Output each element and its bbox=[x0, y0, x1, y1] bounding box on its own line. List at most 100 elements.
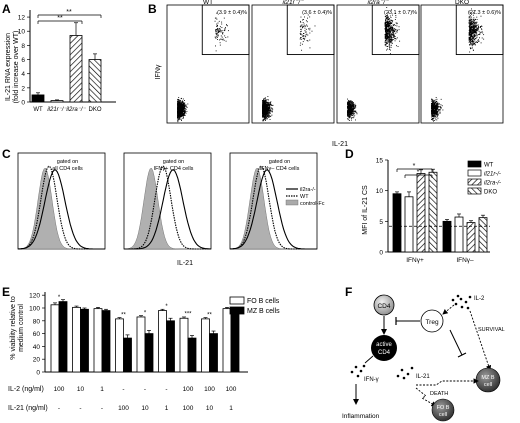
flow-event bbox=[483, 38, 485, 40]
flow-event bbox=[433, 108, 435, 110]
flow-event bbox=[185, 110, 186, 112]
flow-event bbox=[393, 31, 395, 32]
flow-event bbox=[477, 28, 479, 30]
flow-event bbox=[180, 106, 181, 108]
flow-event bbox=[348, 109, 350, 111]
flow-event bbox=[181, 103, 183, 105]
flow-event bbox=[219, 30, 221, 32]
flow-event bbox=[269, 109, 270, 111]
flow-event bbox=[181, 106, 183, 108]
panel-e-row1-label: IL-2 (ng/ml) bbox=[8, 386, 44, 393]
flow-event bbox=[262, 103, 263, 105]
flow-event bbox=[389, 37, 391, 39]
flow-event bbox=[264, 113, 265, 115]
flow-event bbox=[265, 113, 267, 115]
flow-event bbox=[388, 38, 390, 40]
flow-event bbox=[262, 109, 264, 111]
flow-event bbox=[268, 115, 269, 117]
flow-event bbox=[468, 16, 470, 18]
panel-d-xtick-label: IFNγ– bbox=[456, 257, 474, 264]
flow-event bbox=[348, 102, 350, 104]
flow-event bbox=[180, 113, 182, 114]
flow-event bbox=[388, 26, 390, 28]
flow-event bbox=[180, 109, 182, 111]
flow-event bbox=[386, 34, 388, 36]
flow-event bbox=[390, 38, 392, 40]
flow-event bbox=[439, 112, 441, 114]
flow-event bbox=[266, 104, 268, 106]
flow-event bbox=[476, 21, 478, 23]
panel-e-sig: * bbox=[165, 304, 168, 310]
panel-e-legend-label: FO B cells bbox=[247, 298, 280, 305]
flow-event bbox=[388, 45, 390, 47]
flow-event bbox=[477, 39, 479, 41]
flow-event bbox=[474, 27, 476, 29]
flow-event bbox=[431, 115, 433, 117]
flow-event bbox=[435, 116, 437, 118]
flow-event bbox=[388, 35, 390, 36]
flow-event bbox=[392, 36, 394, 38]
flow-event bbox=[386, 42, 388, 44]
flow-event bbox=[179, 111, 181, 113]
flow-event bbox=[263, 116, 265, 118]
flow-event bbox=[215, 30, 217, 32]
flow-event bbox=[384, 28, 386, 30]
flow-event bbox=[473, 24, 475, 26]
panel-c-gate-line2: all CD4 cells bbox=[52, 166, 83, 172]
flow-event bbox=[393, 24, 395, 25]
flow-event bbox=[180, 105, 182, 107]
flow-event bbox=[396, 29, 398, 31]
flow-event bbox=[217, 22, 219, 24]
flow-event bbox=[352, 117, 354, 119]
flow-event bbox=[469, 18, 471, 20]
flow-event bbox=[267, 103, 269, 105]
flow-event bbox=[355, 105, 357, 107]
flow-event bbox=[182, 107, 184, 109]
flow-event bbox=[385, 41, 387, 43]
flow-event bbox=[215, 30, 217, 32]
flow-event bbox=[386, 32, 387, 34]
flow-event bbox=[435, 104, 437, 106]
flow-event bbox=[263, 113, 265, 115]
flow-event bbox=[468, 38, 470, 40]
flow-event bbox=[181, 111, 183, 113]
flow-event bbox=[179, 110, 181, 112]
flow-event bbox=[474, 25, 476, 27]
panel-e-row1-value: 100 bbox=[226, 386, 237, 393]
flow-event bbox=[268, 111, 270, 113]
panel-e-sig: * bbox=[144, 310, 147, 316]
flow-event bbox=[352, 112, 353, 114]
panel-letter-f: F bbox=[345, 285, 352, 299]
panel-e-row1-value: 10 bbox=[77, 386, 85, 393]
flow-event bbox=[349, 100, 351, 102]
flow-event bbox=[349, 101, 351, 103]
flow-event bbox=[388, 49, 390, 50]
flow-event bbox=[350, 110, 352, 112]
flow-event bbox=[433, 108, 435, 110]
panel-e-ytick-label: 0 bbox=[36, 370, 40, 377]
flow-event bbox=[386, 36, 388, 38]
flow-event bbox=[393, 38, 395, 40]
flow-event bbox=[434, 116, 436, 118]
flow-event bbox=[269, 104, 271, 106]
flow-event bbox=[309, 29, 311, 31]
flow-event bbox=[474, 31, 476, 33]
flow-event bbox=[264, 108, 265, 110]
flow-event bbox=[218, 30, 220, 32]
il2-label: IL-2 bbox=[474, 296, 485, 302]
flow-event bbox=[385, 31, 387, 33]
flow-event bbox=[306, 33, 308, 35]
flow-event bbox=[268, 105, 270, 107]
flow-event bbox=[266, 116, 267, 118]
flow-event bbox=[350, 103, 352, 105]
flow-event bbox=[391, 39, 393, 41]
flow-event bbox=[217, 30, 219, 32]
flow-event bbox=[302, 27, 304, 28]
flow-event bbox=[267, 103, 269, 105]
flow-event bbox=[384, 42, 386, 44]
flow-event bbox=[388, 33, 390, 35]
flow-event bbox=[471, 24, 473, 25]
flow-event bbox=[472, 25, 474, 27]
flow-event bbox=[268, 110, 270, 112]
